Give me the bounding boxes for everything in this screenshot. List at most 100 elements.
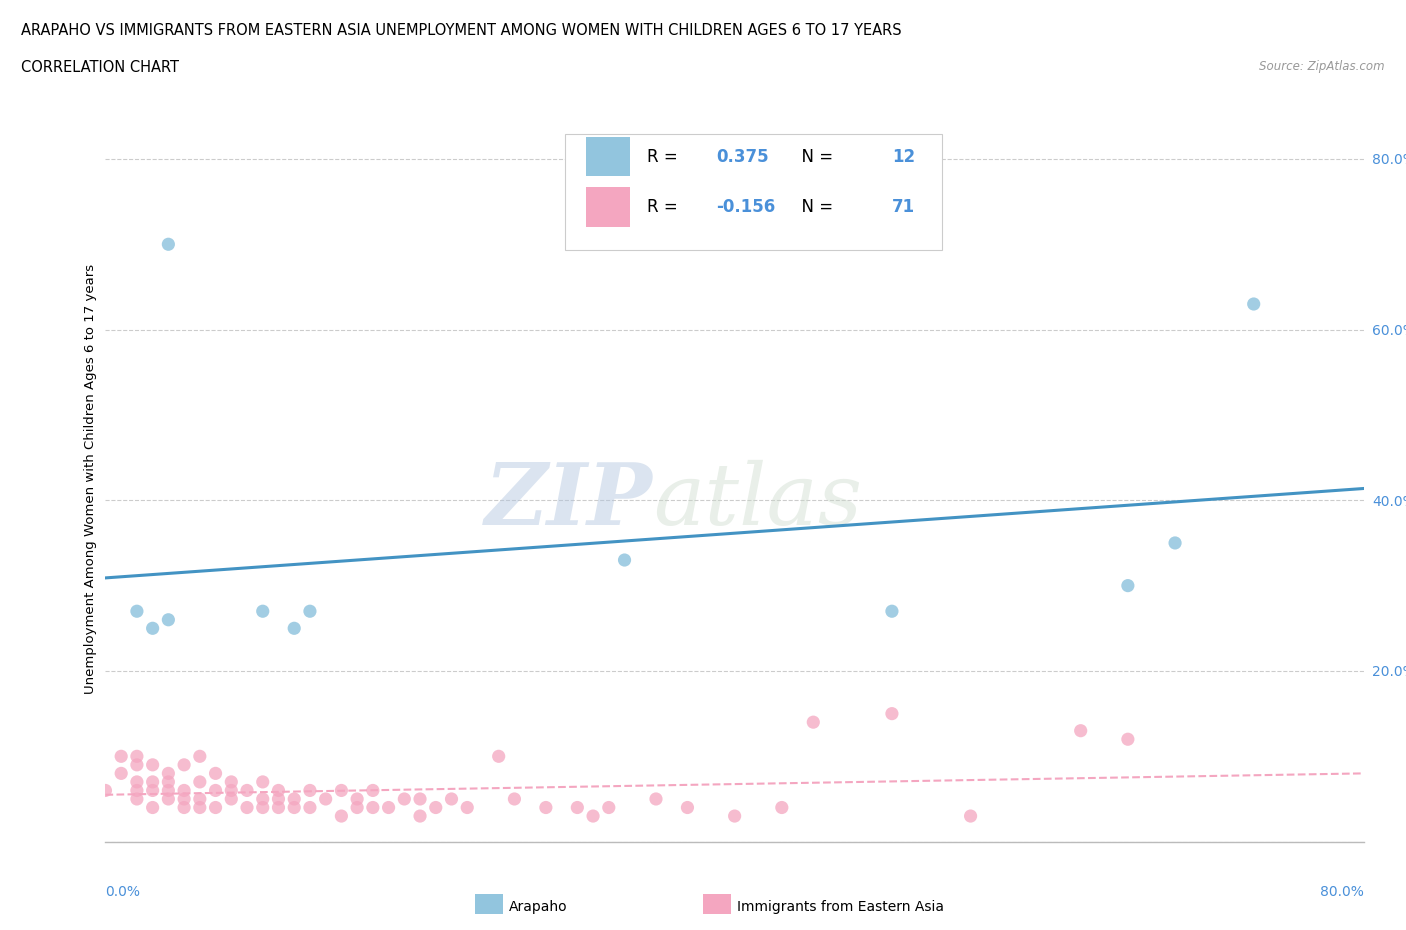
Point <box>488 749 510 764</box>
Bar <box>586 137 630 177</box>
Point <box>157 783 180 798</box>
Point <box>173 757 195 772</box>
Point <box>173 800 195 815</box>
Point <box>330 808 353 823</box>
Point <box>770 800 793 815</box>
Point <box>1164 536 1187 551</box>
Point <box>142 800 165 815</box>
Point <box>219 783 242 798</box>
Point <box>1243 297 1265 312</box>
Point <box>142 757 165 772</box>
Point <box>409 791 432 806</box>
Point <box>188 749 211 764</box>
Point <box>252 800 274 815</box>
Text: 12: 12 <box>891 148 915 166</box>
Point <box>204 800 226 815</box>
Point <box>173 791 195 806</box>
Point <box>409 808 432 823</box>
Point <box>283 791 305 806</box>
Point <box>613 552 636 567</box>
Point <box>315 791 337 806</box>
Point <box>236 800 259 815</box>
Point <box>219 791 242 806</box>
Point <box>142 775 165 790</box>
Point <box>1116 732 1139 747</box>
Point <box>298 800 321 815</box>
Point <box>173 783 195 798</box>
Point <box>204 766 226 781</box>
Text: CORRELATION CHART: CORRELATION CHART <box>21 60 179 75</box>
Point <box>598 800 620 815</box>
Text: 80.0%: 80.0% <box>1320 885 1364 899</box>
Text: Source: ZipAtlas.com: Source: ZipAtlas.com <box>1260 60 1385 73</box>
Bar <box>586 187 630 227</box>
Point <box>880 604 903 618</box>
Point <box>142 621 165 636</box>
Point <box>440 791 463 806</box>
Point <box>204 783 226 798</box>
Point <box>157 237 180 252</box>
Point <box>219 775 242 790</box>
Point <box>188 800 211 815</box>
Point <box>252 791 274 806</box>
Point <box>157 775 180 790</box>
FancyBboxPatch shape <box>565 135 942 250</box>
Point <box>298 783 321 798</box>
Point <box>456 800 478 815</box>
Point <box>880 706 903 721</box>
Point <box>110 766 132 781</box>
Point <box>157 791 180 806</box>
Text: R =: R = <box>647 198 682 216</box>
Text: 0.375: 0.375 <box>716 148 769 166</box>
Point <box>267 791 290 806</box>
Text: atlas: atlas <box>652 459 862 542</box>
Point <box>330 783 353 798</box>
Text: Immigrants from Eastern Asia: Immigrants from Eastern Asia <box>737 899 943 914</box>
Text: N =: N = <box>792 148 838 166</box>
Point <box>283 621 305 636</box>
Point <box>125 791 148 806</box>
Point <box>298 604 321 618</box>
Point <box>125 604 148 618</box>
Point <box>534 800 557 815</box>
Y-axis label: Unemployment Among Women with Children Ages 6 to 17 years: Unemployment Among Women with Children A… <box>84 264 97 694</box>
Point <box>110 749 132 764</box>
Point <box>959 808 981 823</box>
Point <box>125 749 148 764</box>
Text: Arapaho: Arapaho <box>509 899 568 914</box>
Text: R =: R = <box>647 148 682 166</box>
Point <box>267 783 290 798</box>
Point <box>236 783 259 798</box>
Point <box>252 775 274 790</box>
Point <box>1116 578 1139 593</box>
Point <box>267 800 290 815</box>
Point <box>346 791 368 806</box>
Point <box>801 715 824 730</box>
Point <box>394 791 416 806</box>
Point <box>188 791 211 806</box>
Point <box>188 775 211 790</box>
Point <box>503 791 526 806</box>
Text: N =: N = <box>792 198 838 216</box>
Text: 0.0%: 0.0% <box>105 885 141 899</box>
Point <box>157 766 180 781</box>
Point <box>582 808 605 823</box>
Text: -0.156: -0.156 <box>716 198 775 216</box>
Point <box>676 800 699 815</box>
Text: 71: 71 <box>891 198 915 216</box>
Text: ARAPAHO VS IMMIGRANTS FROM EASTERN ASIA UNEMPLOYMENT AMONG WOMEN WITH CHILDREN A: ARAPAHO VS IMMIGRANTS FROM EASTERN ASIA … <box>21 23 901 38</box>
Point <box>1070 724 1092 738</box>
Text: ZIP: ZIP <box>485 459 652 542</box>
Point <box>125 775 148 790</box>
Point <box>377 800 399 815</box>
Point <box>125 783 148 798</box>
Point <box>252 604 274 618</box>
Point <box>283 800 305 815</box>
Point <box>142 783 165 798</box>
Point <box>346 800 368 815</box>
Point <box>94 783 117 798</box>
Point <box>125 757 148 772</box>
Point <box>567 800 589 815</box>
Point <box>645 791 668 806</box>
Point <box>361 800 384 815</box>
